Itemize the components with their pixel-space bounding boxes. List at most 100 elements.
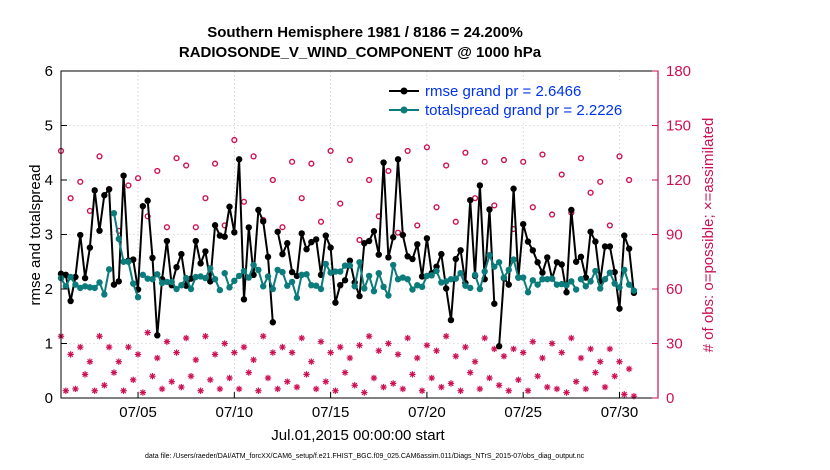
- obs-assimilated-marker: [163, 338, 171, 345]
- obs-assimilated-marker: [462, 343, 469, 351]
- point-rmse: [346, 257, 354, 264]
- obs-possible-marker: [626, 176, 633, 184]
- point-totalspread: [404, 275, 411, 283]
- point-totalspread: [447, 275, 455, 283]
- point-totalspread: [221, 269, 228, 277]
- point-totalspread: [606, 269, 614, 276]
- obs-assimilated-marker: [284, 378, 291, 385]
- obs-assimilated-marker: [505, 387, 512, 394]
- obs-possible-marker: [452, 218, 459, 225]
- point-totalspread: [260, 283, 267, 290]
- obs-assimilated-marker: [173, 349, 180, 356]
- point-totalspread: [630, 287, 638, 294]
- point-totalspread: [399, 274, 407, 281]
- point-totalspread: [548, 275, 556, 282]
- obs-assimilated-marker: [438, 383, 445, 391]
- point-rmse: [370, 228, 378, 235]
- point-totalspread: [149, 275, 156, 283]
- point-totalspread: [245, 274, 252, 281]
- point-totalspread: [284, 282, 291, 289]
- point-rmse: [91, 187, 98, 194]
- obs-assimilated-marker: [385, 340, 392, 347]
- point-totalspread: [317, 285, 325, 293]
- axis-ticks: 0 1 2 3 4 5 6 07/05 07/10 07/15 07/20 07/25 07/30 0 30…: [45, 63, 691, 421]
- point-totalspread: [577, 275, 585, 283]
- y-tick-label: 6: [45, 63, 53, 80]
- point-totalspread: [370, 287, 378, 295]
- point-totalspread: [125, 258, 132, 265]
- point-rmse: [361, 240, 368, 247]
- chart-title: Southern Hemisphere 1981 / 8186 = 24.200…: [207, 24, 523, 41]
- y-tick-label: 5: [45, 118, 53, 135]
- point-totalspread: [187, 285, 195, 293]
- point-totalspread: [558, 280, 565, 288]
- point-rmse: [390, 234, 397, 241]
- obs-assimilated-marker: [269, 349, 277, 356]
- x-tick-label: 07/30: [601, 404, 639, 421]
- obs-assimilated-marker: [81, 371, 89, 378]
- point-totalspread: [110, 210, 118, 217]
- obs-assimilated-marker: [149, 373, 156, 380]
- obs-assimilated-marker: [168, 378, 175, 385]
- obs-assimilated-marker: [621, 391, 628, 398]
- point-rmse: [192, 237, 200, 245]
- obs-assimilated-marker: [182, 334, 190, 342]
- point-rmse: [105, 186, 113, 193]
- point-rmse: [226, 203, 233, 210]
- obs-assimilated-marker: [481, 334, 488, 342]
- point-rmse: [322, 232, 329, 239]
- point-totalspread: [115, 235, 122, 243]
- point-rmse: [327, 244, 334, 251]
- point-rmse: [288, 268, 296, 276]
- y-axis-label: rmse and totalspread: [27, 165, 44, 306]
- obs-assimilated-marker: [327, 349, 334, 356]
- obs-assimilated-marker: [235, 385, 243, 393]
- x-tick-label: 07/05: [119, 404, 157, 421]
- obs-assimilated-marker: [361, 389, 368, 396]
- point-rmse: [409, 255, 416, 263]
- point-rmse: [101, 192, 108, 199]
- point-rmse: [491, 300, 498, 307]
- obs-possible-marker: [317, 218, 325, 225]
- point-totalspread: [505, 266, 512, 274]
- obs-possible-marker: [423, 144, 431, 151]
- obs-assimilated-marker: [558, 349, 565, 356]
- point-rmse: [423, 235, 431, 242]
- point-totalspread: [519, 274, 527, 281]
- point-rmse: [187, 275, 195, 282]
- obs-assimilated-marker: [476, 385, 484, 393]
- point-totalspread: [255, 266, 262, 274]
- obs-assimilated-marker: [380, 383, 387, 391]
- point-rmse: [312, 236, 320, 243]
- obs-assimilated-marker: [86, 358, 94, 365]
- obs-assimilated-marker: [611, 373, 618, 380]
- point-totalspread: [274, 266, 281, 274]
- obs-assimilated-marker: [553, 385, 561, 393]
- point-totalspread: [495, 259, 503, 266]
- point-totalspread: [544, 275, 551, 283]
- point-rmse: [621, 232, 628, 239]
- obs-assimilated-marker: [260, 333, 267, 340]
- point-totalspread: [312, 282, 320, 289]
- obs-assimilated-marker: [351, 382, 358, 389]
- obs-assimilated-marker: [399, 385, 407, 393]
- point-totalspread: [105, 266, 113, 273]
- point-rmse: [486, 206, 493, 213]
- point-rmse: [274, 228, 281, 235]
- obs-assimilated-marker: [442, 333, 450, 340]
- point-rmse: [534, 259, 541, 266]
- obs-possible-marker: [298, 195, 305, 202]
- obs-assimilated-marker: [279, 343, 286, 351]
- obs-assimilated-marker: [597, 358, 604, 365]
- obs-assimilated-marker: [370, 374, 378, 382]
- obs-possible-marker: [77, 178, 84, 185]
- right-tick-label: 60: [666, 281, 683, 298]
- point-rmse: [385, 254, 392, 261]
- right-axis-label: # of obs: o=possible; ×=assimilated: [700, 118, 717, 353]
- obs-assimilated-marker: [375, 347, 382, 354]
- obs-assimilated-marker: [500, 353, 508, 360]
- point-totalspread: [481, 268, 488, 275]
- point-totalspread: [385, 292, 392, 299]
- obs-possible-marker: [269, 176, 276, 184]
